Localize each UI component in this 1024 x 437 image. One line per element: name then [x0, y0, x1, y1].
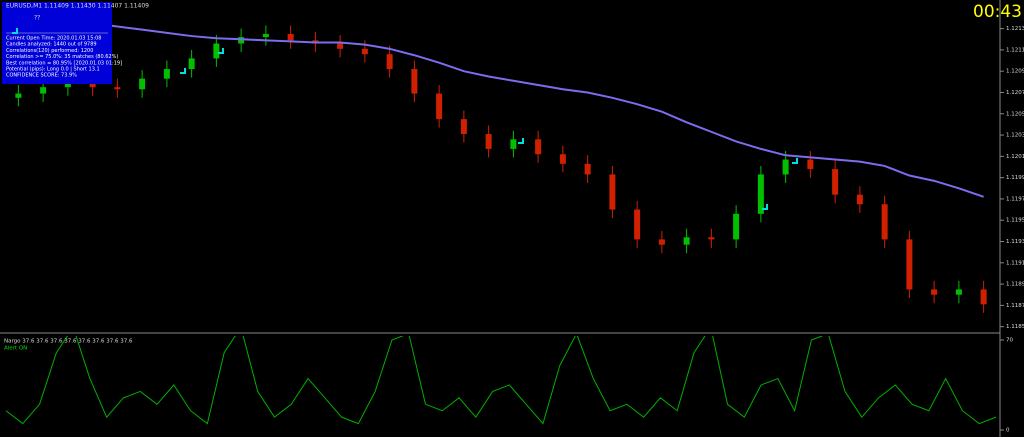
- candle-body: [658, 239, 665, 245]
- info-line: Correlations(120) performed: 1200: [6, 48, 93, 54]
- candle-body: [287, 33, 294, 41]
- arrow: [790, 156, 798, 164]
- candle-body: [262, 33, 269, 38]
- candle-body: [188, 58, 195, 70]
- candle-body: [931, 289, 938, 295]
- y-tick-label: 1.11995: [1006, 175, 1024, 181]
- candle-body: [559, 154, 566, 164]
- y-tick-label: 1.12015: [1006, 154, 1024, 160]
- candle-body: [40, 87, 47, 94]
- info-line: Correlation >= 75.0%: 35 matches (80.62%…: [6, 54, 118, 60]
- y-tick-label: 1.11895: [1006, 282, 1024, 288]
- y-tick-label: 1.11955: [1006, 218, 1024, 224]
- y-tick-label: 1.12055: [1006, 111, 1024, 117]
- arrow: [178, 66, 186, 74]
- symbol-header: EURUSD,M1 1.11409 1.11430 1.11407 1.1140…: [6, 3, 149, 10]
- candle-body: [64, 83, 71, 88]
- info-line: CONFIDENCE SCORE: 73.9%: [6, 73, 77, 79]
- price-panel: [15, 9, 987, 313]
- indicator-title: Nargo 37.6 37.6 37.6 37.6 37.6 37.6 37.6…: [4, 339, 133, 345]
- y-tick-label: 1.11875: [1006, 303, 1024, 309]
- y-tick-label: 70: [1006, 338, 1013, 344]
- info-line: Candles analyzed: 1440 out of 9789: [6, 42, 97, 48]
- candle-body: [510, 139, 517, 149]
- y-tick-label: 1.12135: [1006, 26, 1024, 32]
- info-title: ??: [34, 15, 40, 22]
- candle-body: [460, 119, 467, 134]
- candle-body: [337, 43, 344, 49]
- candle-body: [856, 194, 863, 205]
- candle-body: [832, 169, 839, 195]
- moving-average: [18, 9, 984, 198]
- info-panel: [2, 2, 112, 84]
- y-tick-label: 1.12075: [1006, 90, 1024, 96]
- arrow: [516, 136, 524, 144]
- y-tick-label: 1.12095: [1006, 69, 1024, 75]
- info-line: Best correlation = 80.95% [2020.01.03 01…: [6, 60, 122, 66]
- candle-body: [114, 87, 121, 90]
- indicator-line: [5, 336, 997, 425]
- info-lines: Current Open Time: 2020.01.03 15:08Candl…: [6, 36, 122, 79]
- y-tick-label: 1.12035: [1006, 133, 1024, 139]
- candle-body: [139, 78, 146, 90]
- clock: 00:43: [973, 2, 1022, 22]
- candle-body: [436, 93, 443, 120]
- y-tick-label: 1.11915: [1006, 260, 1024, 266]
- candle-body: [980, 289, 987, 305]
- candle-body: [733, 213, 740, 240]
- y-tick-label: 0: [1006, 428, 1010, 434]
- candle-body: [238, 37, 245, 44]
- candle-body: [89, 83, 96, 88]
- candle-body: [609, 174, 616, 210]
- candle-body: [213, 43, 220, 59]
- candle-body: [535, 139, 542, 155]
- oscillator-panel: [5, 336, 997, 425]
- y-tick-label: 1.12115: [1006, 47, 1024, 53]
- candle-body: [584, 163, 591, 175]
- candle-body: [411, 69, 418, 94]
- candle-body: [361, 48, 368, 55]
- info-line: Current Open Time: 2020.01.03 15:08: [6, 36, 101, 42]
- candle-body: [634, 209, 641, 240]
- candle-body: [807, 159, 814, 170]
- candle-body: [782, 159, 789, 175]
- candle-body: [163, 69, 170, 79]
- candle-body: [683, 237, 690, 245]
- y-tick-label: 1.11855: [1006, 324, 1024, 330]
- arrow: [216, 46, 224, 54]
- y-tick-label: 1.11935: [1006, 239, 1024, 245]
- arrow: [760, 202, 768, 210]
- signal-arrows: [10, 26, 798, 210]
- y-tick-label: 1.11975: [1006, 196, 1024, 202]
- arrow: [10, 26, 18, 34]
- candle-body: [386, 54, 393, 70]
- candle-body: [906, 239, 913, 290]
- indicator-annotation: Alert ON: [4, 346, 27, 352]
- candle-body: [757, 174, 764, 214]
- axes: 1.12135 1.12115 1.12095 1.12075 1.12055 1.120…: [4, 26, 1024, 433]
- candle-body: [15, 93, 22, 98]
- candle-body: [881, 204, 888, 240]
- candle-body: [955, 289, 962, 295]
- info-line: Potential (pips): Long 0.0 | Short 13.1: [6, 67, 100, 73]
- candle-body: [708, 237, 715, 240]
- candle-body: [485, 134, 492, 149]
